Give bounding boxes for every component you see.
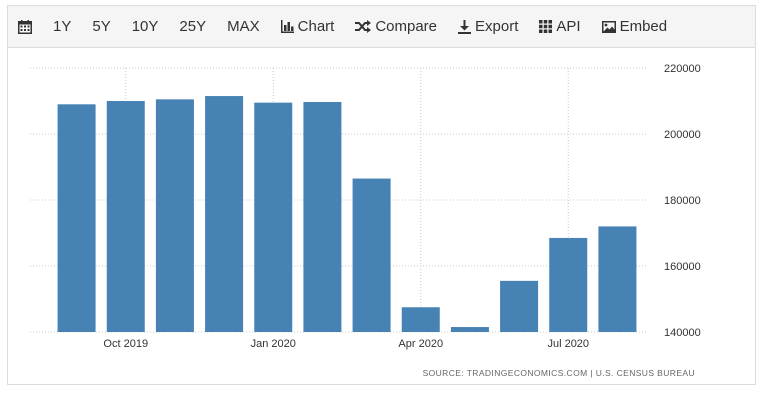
chart-button[interactable]: Chart [280,18,335,35]
download-icon [458,19,472,34]
y-tick-label: 200000 [664,129,701,141]
export-button[interactable]: Export [458,18,518,35]
bar-chart-icon [280,20,294,33]
y-tick-label: 140000 [664,327,701,339]
bar [205,96,244,332]
y-axis-labels: 140000 160000 180000 200000 220000 [664,63,701,339]
range-5y-button[interactable]: 5Y [92,18,111,35]
toolbar: 1Y 5Y 10Y 25Y MAX Chart Compare [8,6,755,48]
bar [450,327,489,332]
bar [549,237,588,332]
image-icon [601,20,616,33]
api-button[interactable]: API [539,18,581,35]
bar [106,101,145,332]
range-max-button[interactable]: MAX [227,18,260,35]
chart-button-label: Chart [297,18,335,35]
chart-widget: 1Y 5Y 10Y 25Y MAX Chart Compare [7,5,756,385]
compare-button-label: Compare [375,18,438,35]
y-tick-label: 220000 [664,63,701,75]
x-axis-labels: Oct 2019 Jan 2020 Apr 2020 Jul 2020 [103,338,589,350]
embed-button-label: Embed [619,18,668,35]
bar [303,101,342,332]
range-25y-button[interactable]: 25Y [179,18,207,35]
range-10y-button[interactable]: 10Y [131,18,159,35]
source-credit[interactable]: SOURCE: TRADINGECONOMICS.COM | U.S. CENS… [422,368,695,378]
y-tick-label: 160000 [664,261,701,273]
bars-layer [57,96,637,333]
bar-chart: Oct 2019 Jan 2020 Apr 2020 Jul 2020 1400001… [30,63,701,350]
y-tick-label: 180000 [664,195,701,207]
x-tick-label: Oct 2019 [103,338,148,350]
embed-button[interactable]: Embed [601,18,668,35]
export-button-label: Export [475,18,519,35]
bar [57,104,96,332]
x-tick-label: Apr 2020 [398,338,443,350]
shuffle-icon [355,20,372,33]
api-button-label: API [556,18,581,35]
bar [254,102,293,333]
bar [500,280,539,332]
x-tick-label: Jul 2020 [547,338,589,350]
chart-area: Oct 2019 Jan 2020 Apr 2020 Jul 2020 140000 1… [8,47,757,386]
grid-icon [539,20,553,33]
bar [155,99,194,332]
bar [598,226,637,332]
bar [401,307,440,332]
range-1y-button[interactable]: 1Y [53,18,72,35]
x-tick-label: Jan 2020 [251,338,296,350]
compare-button[interactable]: Compare [355,18,437,35]
calendar-icon [18,19,32,34]
bar [352,178,391,332]
calendar-button[interactable] [18,19,32,34]
